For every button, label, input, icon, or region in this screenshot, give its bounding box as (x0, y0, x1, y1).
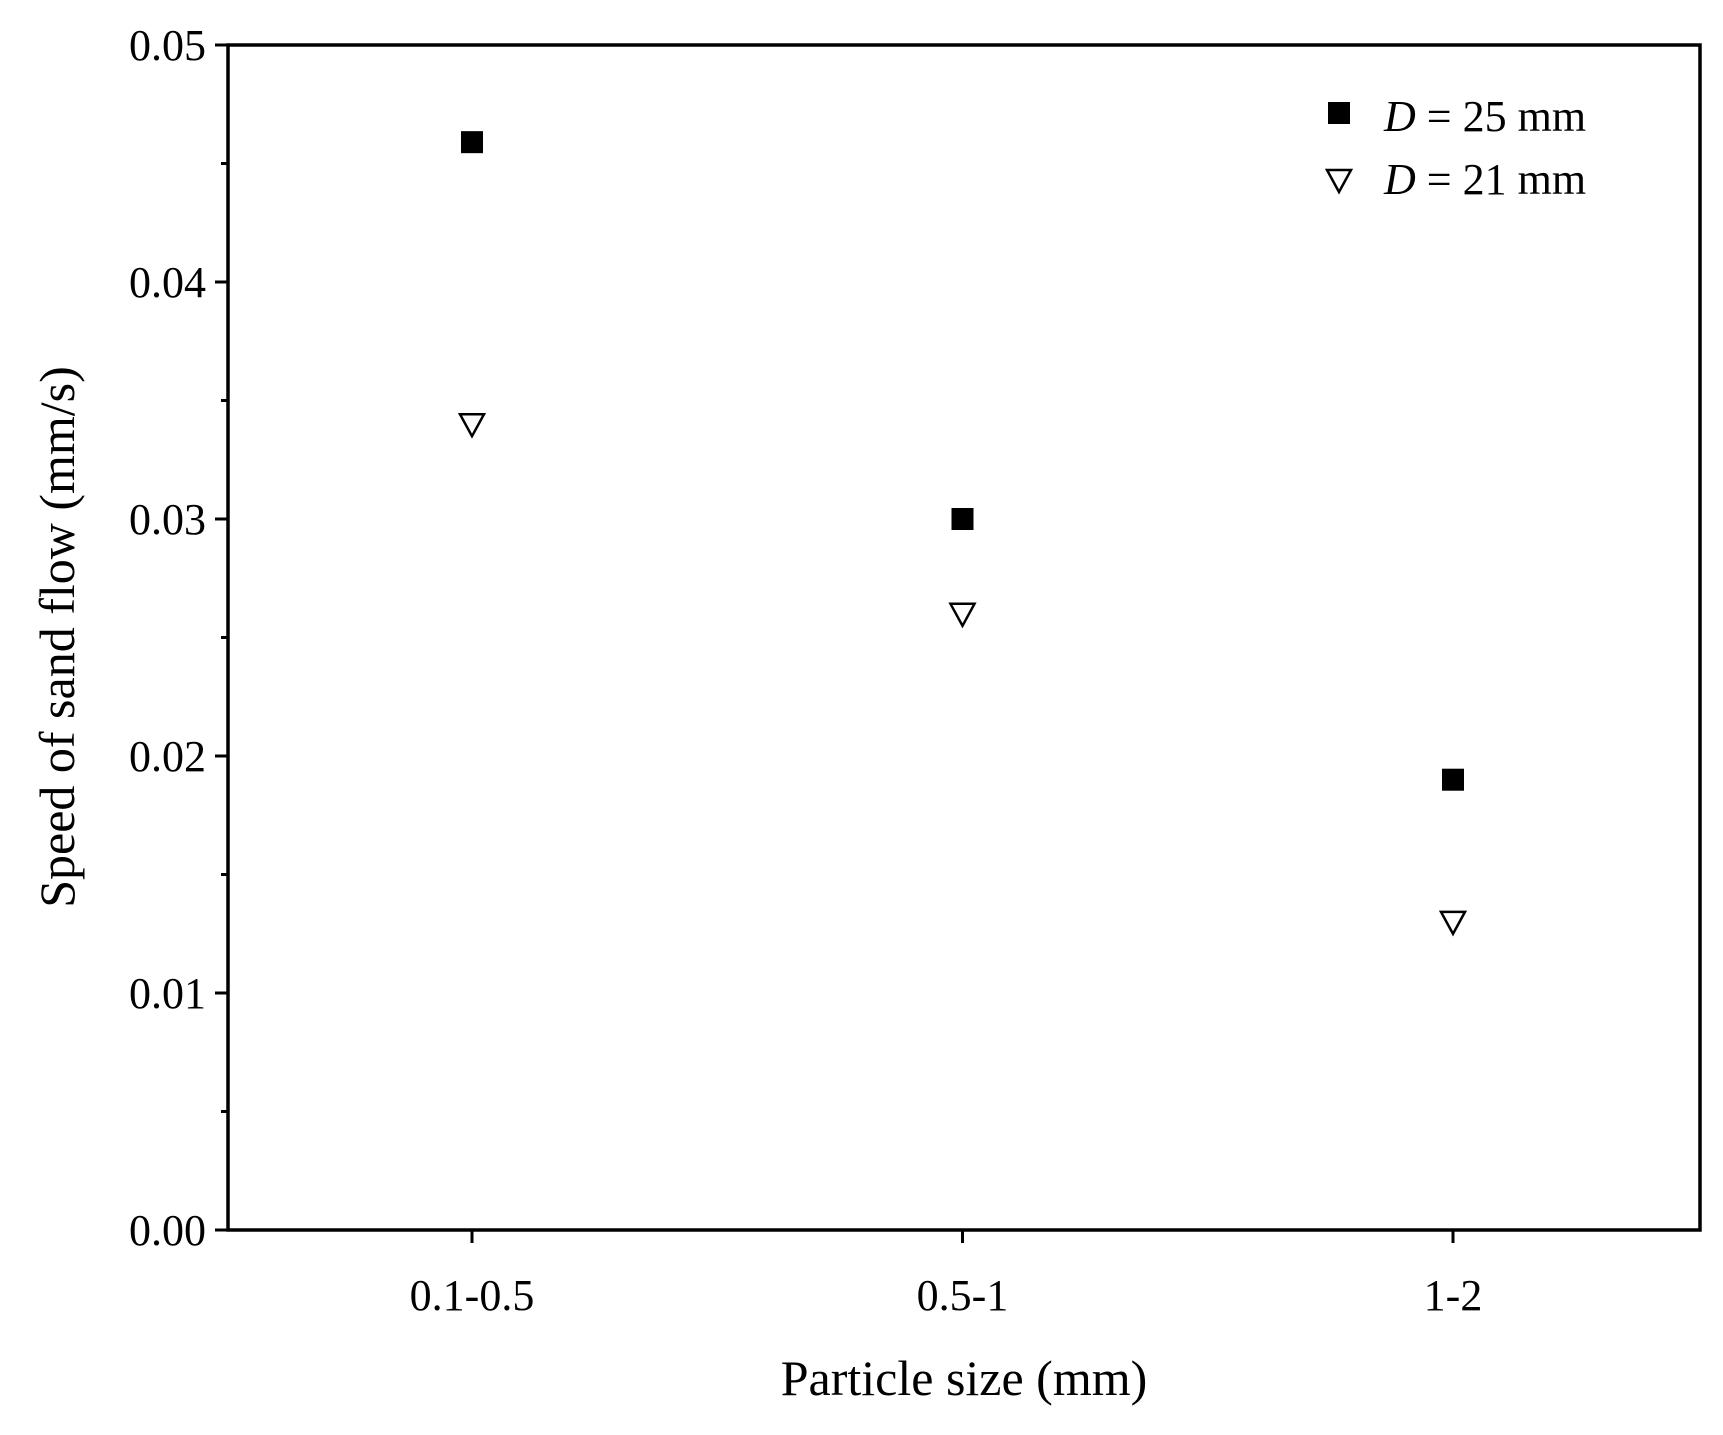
y-tick-label-3: 0.03 (129, 495, 206, 544)
y-tick-label-2: 0.02 (129, 732, 206, 781)
y-axis-title: Speed of sand flow (mm/s) (29, 366, 85, 908)
y-tick-label-4: 0.04 (129, 258, 206, 307)
point-d25-2 (1442, 768, 1464, 791)
y-axis-ticks: 0.00 0.01 0.02 0.03 0.04 0.05 (129, 21, 228, 1255)
x-tick-label-0: 0.1-0.5 (410, 1271, 535, 1320)
legend-label-d25: D = 25 mm (1383, 92, 1586, 141)
point-d21-0 (457, 412, 487, 439)
point-d21-2 (1438, 910, 1468, 937)
x-axis-title: Particle size (mm) (781, 1350, 1148, 1406)
legend-label-d25-rest: = 25 mm (1416, 92, 1586, 141)
legend-label-d21-italic: D (1383, 155, 1416, 204)
y-tick-label-5: 0.05 (129, 21, 206, 70)
legend-marker-d25 (1328, 102, 1350, 124)
legend: D = 25 mm D = 21 mm (1324, 92, 1586, 204)
point-d25-1 (951, 508, 974, 530)
y-tick-label-1: 0.01 (129, 969, 206, 1018)
plot-frame (226, 43, 1702, 1232)
point-d25-0 (461, 131, 483, 154)
legend-label-d21-rest: = 21 mm (1416, 155, 1586, 204)
x-tick-label-1: 0.5-1 (917, 1271, 1009, 1320)
x-axis-ticks: 0.1-0.5 0.5-1 1-2 (410, 1230, 1483, 1320)
x-tick-label-2: 1-2 (1424, 1271, 1483, 1320)
legend-label-d21: D = 21 mm (1383, 155, 1586, 204)
legend-marker-d21 (1324, 168, 1354, 195)
data-marks (457, 131, 1468, 937)
y-tick-label-0: 0.00 (129, 1206, 206, 1255)
legend-label-d25-italic: D (1383, 92, 1416, 141)
point-d21-1 (948, 602, 977, 629)
